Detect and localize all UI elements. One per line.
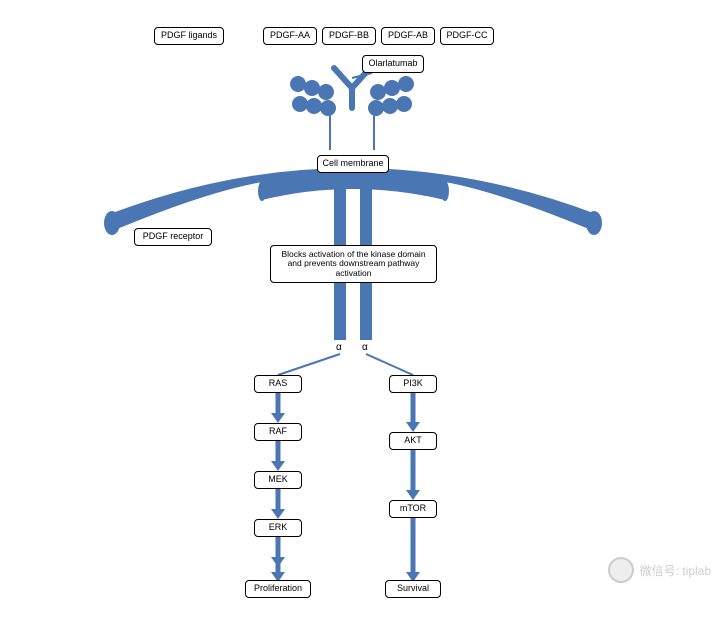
erk-box: ERK — [254, 519, 302, 537]
block-description-box: Blocks activation of the kinase domain a… — [270, 245, 437, 283]
pdgf-cc-box: PDGF-CC — [440, 27, 494, 45]
cell-membrane-box: Cell membrane — [317, 155, 389, 173]
mek-box: MEK — [254, 471, 302, 489]
raf-box: RAF — [254, 423, 302, 441]
pi3k-box: PI3K — [389, 375, 437, 393]
diagram-svg — [0, 0, 719, 617]
pdgf-ligands-box: PDGF ligands — [154, 27, 224, 45]
pdgf-receptor-box: PDGF receptor — [134, 228, 212, 246]
pdgf-ab-box: PDGF-AB — [381, 27, 435, 45]
alpha-right: α — [362, 342, 368, 353]
pdgf-bb-box: PDGF-BB — [322, 27, 376, 45]
alpha-left: α — [336, 342, 342, 353]
watermark: 微信号: tiplab — [608, 557, 711, 583]
pdgf-aa-box: PDGF-AA — [263, 27, 317, 45]
survival-box: Survival — [385, 580, 441, 598]
mtor-box: mTOR — [389, 500, 437, 518]
akt-box: AKT — [389, 432, 437, 450]
olaratumab-box: Olarl​atumab — [362, 55, 424, 73]
proliferation-box: Proliferation — [245, 580, 311, 598]
ras-box: RAS — [254, 375, 302, 393]
wechat-icon — [608, 557, 634, 583]
